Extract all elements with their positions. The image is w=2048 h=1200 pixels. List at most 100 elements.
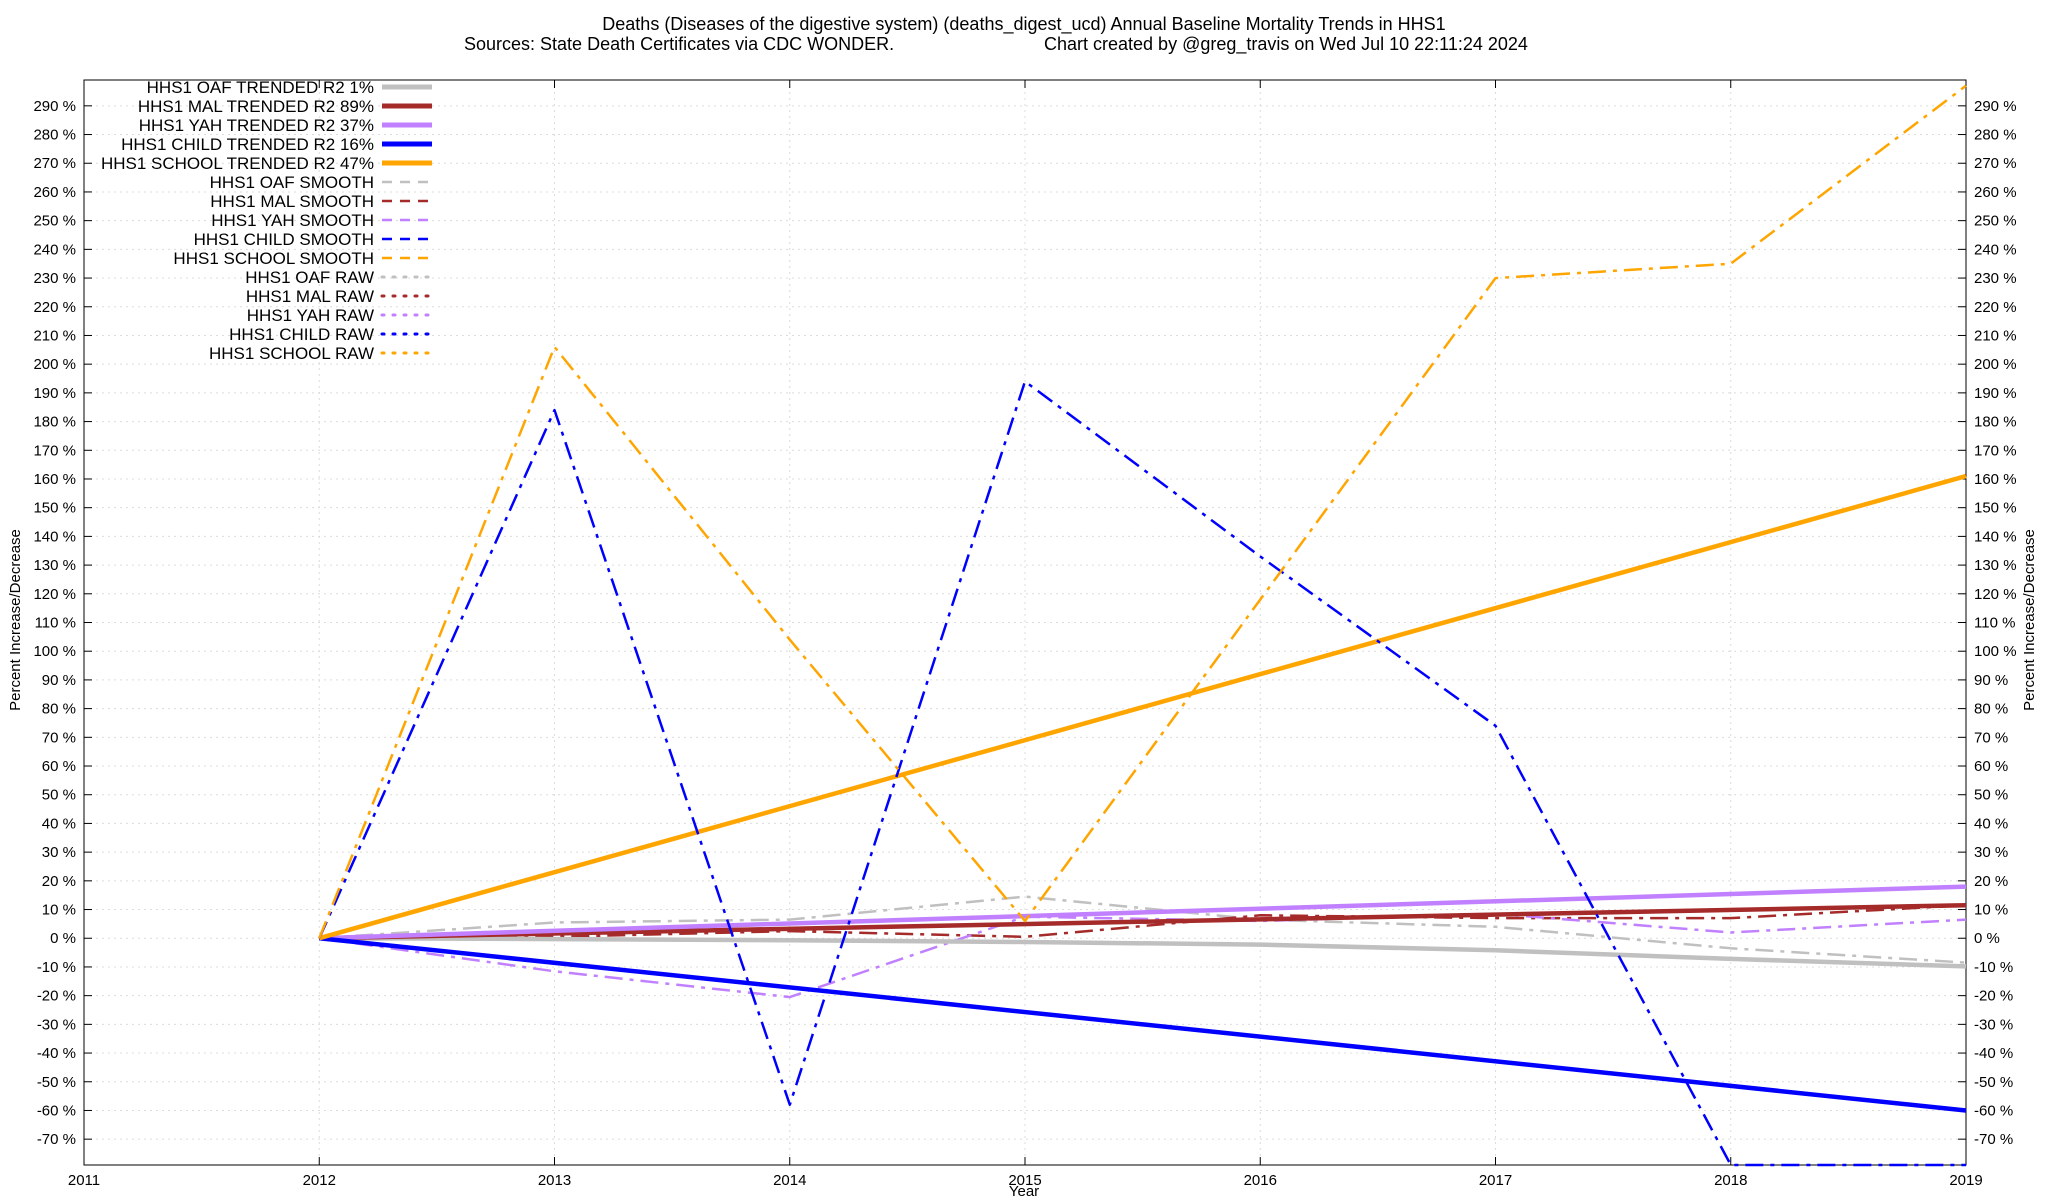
- y-tick-label-left: 160 %: [33, 471, 76, 488]
- x-tick-label: 2014: [773, 1172, 806, 1189]
- x-tick-label: 2012: [303, 1172, 336, 1189]
- y-tick-label-left: 280 %: [33, 127, 76, 144]
- series-line-hhs1-oaf-smooth: [319, 895, 1967, 964]
- y-tick-label-right: 240 %: [1974, 241, 2017, 258]
- y-tick-label-left: 270 %: [33, 155, 76, 172]
- legend-label: HHS1 CHILD RAW: [229, 325, 374, 344]
- legend-entry: HHS1 SCHOOL RAW: [209, 344, 434, 363]
- y-tick-label-right: 20 %: [1974, 873, 2008, 890]
- y-tick-label-left: 10 %: [42, 902, 76, 919]
- y-tick-label-right: 280 %: [1974, 127, 2017, 144]
- y-tick-label-right: 160 %: [1974, 471, 2017, 488]
- y-tick-label-right: 170 %: [1974, 442, 2017, 459]
- y-tick-label-right: 110 %: [1974, 615, 2015, 632]
- legend-entry: HHS1 CHILD SMOOTH: [194, 230, 432, 249]
- x-tick-label: 2019: [1949, 1172, 1982, 1189]
- y-tick-label-left: 210 %: [33, 327, 76, 344]
- y-tick-label-left: 90 %: [42, 672, 76, 689]
- chart-source-note: Sources: State Death Certificates via CD…: [464, 34, 894, 54]
- y-axis-label-left: Percent Increase/Decrease: [7, 529, 24, 711]
- y-tick-label-right: 0 %: [1974, 930, 2000, 947]
- x-axis-label: Year: [1009, 1183, 1039, 1200]
- legend-entry: HHS1 YAH TRENDED R2 37%: [139, 116, 432, 135]
- y-tick-label-right: -50 %: [1974, 1074, 2013, 1091]
- legend-entry: HHS1 MAL SMOOTH: [210, 192, 432, 211]
- y-tick-label-right: 120 %: [1974, 586, 2017, 603]
- y-tick-label-right: 200 %: [1974, 356, 2017, 373]
- y-tick-label-right: 90 %: [1974, 672, 2008, 689]
- legend-label: HHS1 SCHOOL RAW: [209, 344, 374, 363]
- legend-entry: HHS1 SCHOOL TRENDED R2 47%: [101, 154, 432, 173]
- y-tick-label-left: 290 %: [33, 98, 76, 115]
- y-tick-label-right: -60 %: [1974, 1102, 2013, 1119]
- y-tick-label-left: -10 %: [37, 959, 76, 976]
- legend-label: HHS1 YAH RAW: [247, 306, 374, 325]
- y-tick-label-right: 50 %: [1974, 787, 2008, 804]
- y-tick-label-left: 20 %: [42, 873, 76, 890]
- legend-label: HHS1 MAL TRENDED R2 89%: [138, 97, 374, 116]
- legend-entry: HHS1 SCHOOL SMOOTH: [173, 249, 432, 268]
- x-tick-label: 2015: [1008, 1172, 1041, 1189]
- y-tick-label-left: -20 %: [37, 988, 76, 1005]
- y-tick-label-right: 140 %: [1974, 528, 2017, 545]
- series-line-hhs1-mal-trended-r2: [319, 902, 1967, 941]
- legend-entry: HHS1 CHILD TRENDED R2 16%: [121, 135, 432, 154]
- axis-ticks: 2011 2012 2013 2014 2015 2016 2017 2018 2019 -70 …: [33, 80, 2017, 1189]
- x-tick-label: 2013: [538, 1172, 571, 1189]
- x-tick-label: 2017: [1479, 1172, 1512, 1189]
- y-tick-label-right: 180 %: [1974, 414, 2017, 431]
- legend-label: HHS1 SCHOOL SMOOTH: [173, 249, 374, 268]
- legend-label: HHS1 YAH SMOOTH: [211, 211, 374, 230]
- series-line-hhs1-yah-trended-r2: [319, 884, 1967, 941]
- legend-label: HHS1 OAF SMOOTH: [210, 173, 374, 192]
- y-tick-label-left: 220 %: [33, 299, 76, 316]
- y-tick-label-right: 60 %: [1974, 758, 2008, 775]
- y-tick-label-right: 230 %: [1974, 270, 2017, 287]
- y-tick-label-left: 100 %: [33, 643, 76, 660]
- series-line-hhs1-school-smooth: [318, 84, 1967, 939]
- y-tick-label-right: 30 %: [1974, 844, 2008, 861]
- y-tick-label-right: 270 %: [1974, 155, 2017, 172]
- series-line-hhs1-yah-smooth: [319, 912, 1967, 999]
- y-tick-label-left: 0 %: [50, 930, 76, 947]
- y-tick-label-right: 260 %: [1974, 184, 2017, 201]
- y-tick-label-right: -10 %: [1974, 959, 2013, 976]
- legend-entry: HHS1 MAL RAW: [246, 287, 434, 306]
- y-tick-label-left: 150 %: [33, 500, 76, 517]
- y-tick-label-right: 190 %: [1974, 385, 2017, 402]
- y-tick-label-right: 70 %: [1974, 729, 2008, 746]
- y-tick-label-left: 200 %: [33, 356, 76, 373]
- series-line-hhs1-oaf-trended-r2: [319, 935, 1967, 969]
- legend: HHS1 OAF TRENDED R2 1%HHS1 MAL TRENDED R…: [101, 78, 434, 363]
- legend-entry: HHS1 CHILD RAW: [229, 325, 434, 344]
- y-tick-label-left: 70 %: [42, 729, 76, 746]
- y-tick-label-left: 80 %: [42, 701, 76, 718]
- y-tick-label-right: 150 %: [1974, 500, 2017, 517]
- y-tick-label-left: 230 %: [33, 270, 76, 287]
- legend-entry: HHS1 YAH RAW: [247, 306, 434, 325]
- legend-label: HHS1 SCHOOL TRENDED R2 47%: [101, 154, 374, 173]
- y-axis-label-right: Percent Increase/Decrease: [2021, 529, 2038, 711]
- y-tick-label-left: 110 %: [35, 615, 76, 632]
- y-tick-label-left: -60 %: [37, 1102, 76, 1119]
- x-tick-label: 2011: [68, 1172, 100, 1189]
- y-tick-label-left: -50 %: [37, 1074, 76, 1091]
- y-tick-label-left: -40 %: [37, 1045, 76, 1062]
- y-tick-label-left: 250 %: [33, 213, 76, 230]
- y-tick-label-right: -20 %: [1974, 988, 2013, 1005]
- legend-entry: HHS1 OAF RAW: [245, 268, 434, 287]
- y-tick-label-right: 220 %: [1974, 299, 2017, 316]
- y-tick-label-right: 130 %: [1974, 557, 2017, 574]
- y-tick-label-left: 120 %: [33, 586, 76, 603]
- legend-label: HHS1 MAL SMOOTH: [210, 192, 374, 211]
- y-tick-label-left: 180 %: [33, 414, 76, 431]
- legend-entry: HHS1 YAH SMOOTH: [211, 211, 432, 230]
- y-tick-label-left: -70 %: [37, 1131, 76, 1148]
- y-tick-label-left: 30 %: [42, 844, 76, 861]
- legend-entry: HHS1 OAF SMOOTH: [210, 173, 432, 192]
- x-tick-label: 2018: [1714, 1172, 1747, 1189]
- y-tick-label-right: 250 %: [1974, 213, 2017, 230]
- legend-label: HHS1 CHILD TRENDED R2 16%: [121, 135, 374, 154]
